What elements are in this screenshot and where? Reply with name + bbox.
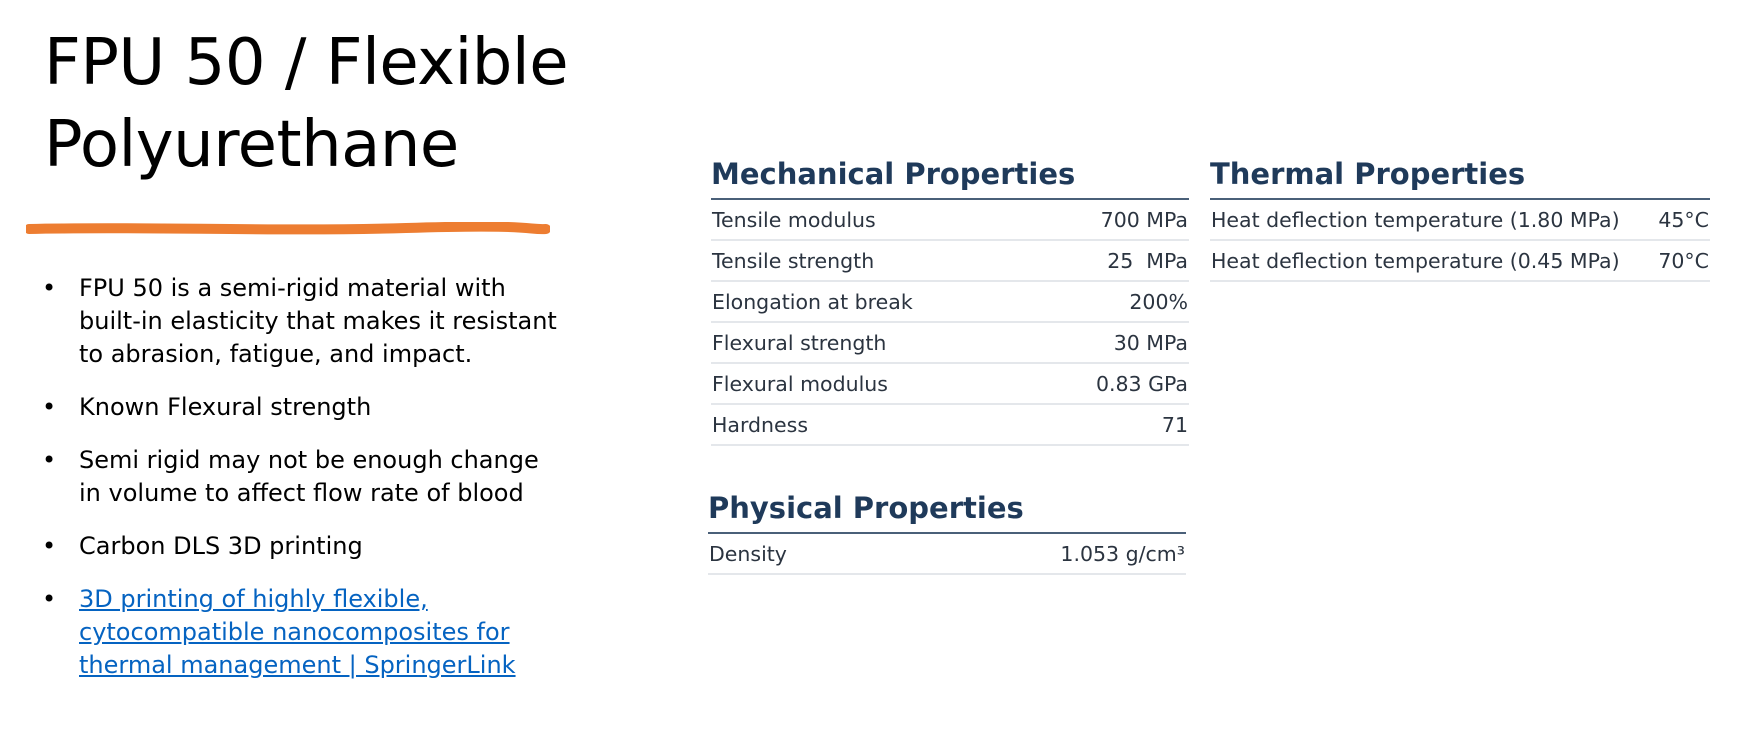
table-row: Tensile strength 25 MPa [711, 240, 1189, 282]
bullet-item: • 3D printing of highly flexible, cytocom… [40, 583, 560, 682]
springerlink-article-link[interactable]: 3D printing of highly flexible, cytocomp… [79, 585, 516, 679]
title-underline-stroke [26, 222, 550, 235]
property-label: Density [708, 534, 893, 575]
bullet-item: • Known Flexural strength [40, 391, 560, 424]
bullet-text: Known Flexural strength [79, 393, 372, 421]
table-row: Tensile modulus 700 MPa [711, 200, 1189, 241]
mechanical-properties-heading: Mechanical Properties [711, 152, 1189, 200]
table-row: Flexural modulus 0.83 GPa [711, 363, 1189, 405]
bullet-dot-icon: • [42, 585, 57, 613]
property-value: 700 MPa [1037, 200, 1189, 241]
property-label: Tensile modulus [711, 200, 1038, 241]
bullet-item: • Carbon DLS 3D printing [40, 530, 560, 563]
property-value: 0.83 GPa [1037, 363, 1189, 405]
property-value: 25 MPa [1037, 240, 1189, 282]
property-label: Flexural modulus [711, 363, 1038, 405]
table-row: Hardness 71 [711, 404, 1189, 446]
property-label: Elongation at break [711, 281, 1038, 323]
bullet-item: • Semi rigid may not be enough change in … [40, 444, 560, 510]
thermal-properties-rows: Heat deflection temperature (1.80 MPa) 45… [1210, 200, 1710, 282]
thermal-properties-heading: Thermal Properties [1210, 152, 1710, 200]
bullet-item: • FPU 50 is a semi-rigid material with bu… [40, 272, 560, 371]
physical-properties-rows: Density 1.053 g/cm³ [708, 534, 1186, 575]
property-label: Heat deflection temperature (1.80 MPa) [1210, 200, 1654, 241]
property-label: Flexural strength [711, 322, 1038, 364]
bullet-text: Semi rigid may not be enough change in v… [79, 446, 539, 507]
bullet-text: FPU 50 is a semi-rigid material with bui… [79, 274, 557, 368]
property-value: 1.053 g/cm³ [893, 534, 1186, 575]
property-label: Heat deflection temperature (0.45 MPa) [1210, 240, 1654, 282]
property-value: 30 MPa [1037, 322, 1189, 364]
slide-title-line-1: FPU 50 / Flexible [44, 26, 569, 100]
bullet-dot-icon: • [42, 532, 57, 560]
bullet-dot-icon: • [42, 274, 57, 302]
property-label: Tensile strength [711, 240, 1038, 282]
physical-properties-table: Physical Properties Density 1.053 g/cm³ [708, 486, 1186, 575]
bullet-dot-icon: • [42, 446, 57, 474]
table-row: Heat deflection temperature (0.45 MPa) 70… [1210, 240, 1710, 282]
thermal-properties-table: Thermal Properties Heat deflection tempe… [1210, 152, 1710, 282]
mechanical-properties-table: Mechanical Properties Tensile modulus 700… [711, 152, 1189, 446]
slide-title: FPU 50 / Flexible Polyurethane [44, 22, 604, 186]
bullet-list: • FPU 50 is a semi-rigid material with bu… [40, 272, 560, 702]
property-value: 200% [1037, 281, 1189, 323]
mechanical-properties-rows: Tensile modulus 700 MPa Tensile strength 2… [711, 200, 1189, 446]
table-row: Elongation at break 200% [711, 281, 1189, 323]
property-value: 71 [1037, 404, 1189, 446]
bullet-dot-icon: • [42, 393, 57, 421]
slide-title-line-2: Polyurethane [44, 108, 459, 182]
table-row: Heat deflection temperature (1.80 MPa) 45… [1210, 200, 1710, 241]
property-value: 70°C [1653, 240, 1710, 282]
physical-properties-heading: Physical Properties [708, 486, 1186, 534]
property-value: 45°C [1653, 200, 1710, 241]
property-label: Hardness [711, 404, 1038, 446]
table-row: Density 1.053 g/cm³ [708, 534, 1186, 575]
table-row: Flexural strength 30 MPa [711, 322, 1189, 364]
bullet-text: Carbon DLS 3D printing [79, 532, 363, 560]
